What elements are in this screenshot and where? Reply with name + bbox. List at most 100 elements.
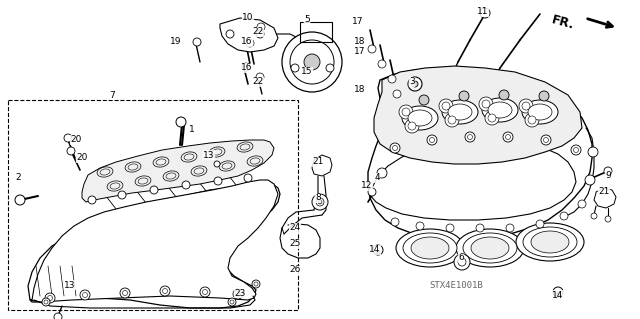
Circle shape: [67, 147, 75, 155]
Circle shape: [120, 288, 130, 298]
Circle shape: [485, 111, 499, 125]
Circle shape: [476, 224, 484, 232]
Circle shape: [160, 286, 170, 296]
Ellipse shape: [463, 233, 517, 263]
Ellipse shape: [442, 100, 478, 124]
Circle shape: [257, 23, 265, 31]
Circle shape: [399, 105, 413, 119]
Circle shape: [236, 292, 241, 296]
Polygon shape: [220, 18, 278, 52]
Ellipse shape: [411, 237, 449, 259]
Text: 14: 14: [552, 291, 564, 300]
Ellipse shape: [522, 100, 558, 124]
Circle shape: [482, 100, 490, 108]
Circle shape: [282, 32, 342, 92]
Circle shape: [122, 291, 127, 295]
Circle shape: [465, 132, 475, 142]
Circle shape: [304, 54, 320, 70]
Circle shape: [254, 282, 258, 286]
Circle shape: [405, 119, 419, 133]
Ellipse shape: [482, 98, 518, 122]
Circle shape: [368, 188, 376, 196]
Text: 22: 22: [252, 27, 264, 36]
Ellipse shape: [528, 104, 552, 120]
Polygon shape: [30, 180, 278, 302]
Circle shape: [182, 181, 190, 189]
Circle shape: [503, 132, 513, 142]
Circle shape: [228, 298, 236, 306]
Circle shape: [242, 63, 250, 71]
Circle shape: [605, 216, 611, 222]
Circle shape: [118, 191, 126, 199]
Circle shape: [519, 99, 533, 113]
Text: 19: 19: [170, 38, 182, 47]
Ellipse shape: [402, 106, 438, 130]
Text: 26: 26: [289, 265, 301, 275]
Text: 17: 17: [355, 48, 365, 56]
Bar: [8, 100, 298, 310]
Text: 18: 18: [355, 85, 365, 94]
Text: 24: 24: [289, 224, 301, 233]
Circle shape: [202, 290, 207, 294]
Circle shape: [291, 64, 299, 72]
Circle shape: [54, 313, 62, 319]
Polygon shape: [368, 68, 592, 240]
Circle shape: [536, 220, 544, 228]
Circle shape: [80, 290, 90, 300]
Circle shape: [479, 97, 493, 111]
Circle shape: [88, 196, 96, 204]
Circle shape: [459, 91, 469, 101]
Text: 9: 9: [605, 172, 611, 181]
Circle shape: [446, 224, 454, 232]
Circle shape: [585, 175, 595, 185]
Text: 25: 25: [289, 240, 301, 249]
Text: 15: 15: [301, 68, 313, 77]
Circle shape: [377, 168, 387, 178]
Circle shape: [571, 145, 581, 155]
Circle shape: [200, 287, 210, 297]
Circle shape: [539, 91, 549, 101]
Circle shape: [506, 135, 511, 139]
Circle shape: [402, 108, 410, 116]
Circle shape: [488, 114, 496, 122]
Circle shape: [368, 45, 376, 53]
Ellipse shape: [531, 231, 569, 253]
Text: 5: 5: [304, 16, 310, 25]
Circle shape: [256, 30, 264, 38]
Text: 13: 13: [204, 151, 215, 160]
Circle shape: [528, 116, 536, 124]
Circle shape: [560, 212, 568, 220]
Text: FR.: FR.: [550, 14, 576, 32]
Circle shape: [419, 95, 429, 105]
Circle shape: [525, 113, 539, 127]
Text: 2: 2: [15, 174, 21, 182]
Text: 20: 20: [76, 153, 88, 162]
Circle shape: [64, 134, 72, 142]
Circle shape: [393, 90, 401, 98]
Ellipse shape: [456, 229, 524, 267]
Circle shape: [458, 258, 466, 266]
Circle shape: [42, 298, 50, 306]
Text: 3: 3: [409, 78, 415, 86]
Circle shape: [83, 293, 88, 298]
Bar: [300, 22, 332, 42]
Ellipse shape: [396, 229, 464, 267]
Circle shape: [429, 137, 435, 143]
Circle shape: [588, 147, 598, 157]
Circle shape: [373, 245, 383, 255]
Circle shape: [427, 135, 437, 145]
Polygon shape: [312, 155, 332, 176]
Circle shape: [506, 224, 514, 232]
Circle shape: [312, 194, 328, 210]
Circle shape: [176, 117, 186, 127]
Text: 13: 13: [64, 280, 76, 290]
Circle shape: [416, 222, 424, 230]
Ellipse shape: [523, 227, 577, 257]
Circle shape: [47, 295, 52, 300]
Circle shape: [214, 177, 222, 185]
Circle shape: [578, 200, 586, 208]
Text: 21: 21: [312, 158, 324, 167]
Circle shape: [480, 8, 490, 18]
Polygon shape: [594, 188, 616, 208]
Text: STX4E1001B: STX4E1001B: [429, 281, 483, 291]
